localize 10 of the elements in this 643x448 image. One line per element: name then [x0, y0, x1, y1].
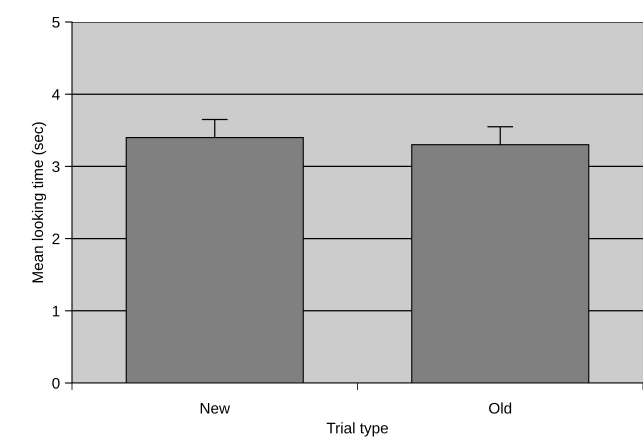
- y-tick-label: 1: [52, 306, 60, 316]
- y-tick-label: 5: [52, 17, 60, 28]
- y-axis-title: Mean looking time (sec): [32, 122, 46, 282]
- y-tick-label: 0: [52, 378, 60, 389]
- x-tick-label: New: [200, 403, 230, 414]
- y-tick-label: 4: [52, 89, 60, 100]
- x-axis-title: Trial type: [326, 422, 388, 436]
- y-tick-label: 3: [52, 161, 60, 172]
- x-tick-label: Old: [489, 402, 512, 414]
- y-tick-label: 2: [52, 233, 60, 244]
